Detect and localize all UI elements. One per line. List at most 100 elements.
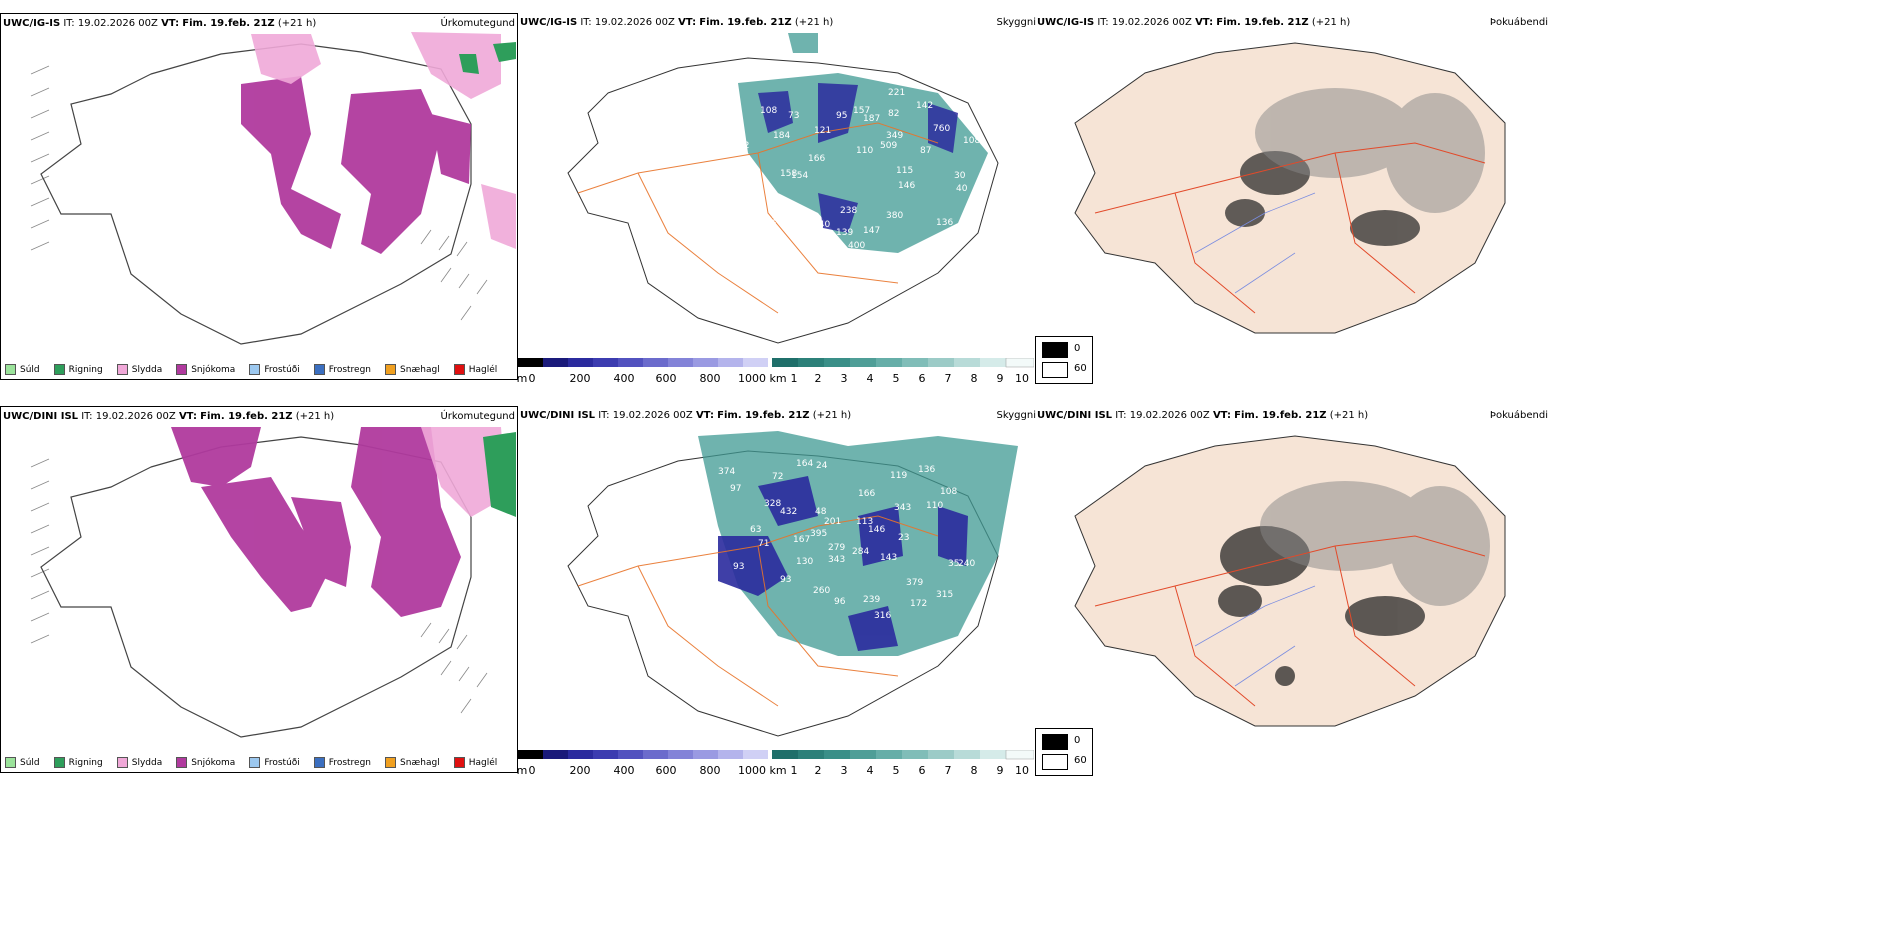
cloudbase-labels: 374 97 72 164 24 119 136 328 432 48 201 …: [718, 459, 975, 621]
svg-text:108: 108: [940, 487, 957, 497]
svg-text:110: 110: [856, 146, 873, 156]
svg-text:760: 760: [933, 124, 950, 134]
legend-swatch: [453, 757, 465, 768]
svg-text:316: 316: [874, 611, 891, 621]
svg-text:48: 48: [815, 507, 827, 517]
fog-legend-swatch-white: [1042, 362, 1068, 378]
visibility-scale-bottom: km 1 2 3 4 5 6 7 8 9 10: [769, 750, 1034, 780]
svg-text:147: 147: [863, 226, 880, 236]
svg-text:115: 115: [896, 166, 913, 176]
visibility-scale-top: km 1 2 3 4 5 6 7 8 9 10: [769, 358, 1034, 388]
svg-text:167: 167: [793, 535, 810, 545]
svg-text:63: 63: [750, 525, 761, 535]
svg-text:95: 95: [836, 111, 847, 121]
panel-corner-title: Þokuábendi: [1489, 410, 1548, 421]
height-colorbar: [518, 750, 768, 759]
svg-text:509: 509: [880, 141, 897, 151]
svg-text:130: 130: [796, 557, 813, 567]
svg-text:93: 93: [780, 575, 791, 585]
svg-text:400: 400: [848, 241, 865, 251]
svg-text:121: 121: [814, 126, 831, 136]
precip-map: [30, 32, 516, 345]
svg-text:158: 158: [780, 169, 797, 179]
svg-text:279: 279: [828, 543, 845, 553]
snow-areas: [171, 427, 461, 617]
panel-corner-title: Þokuábendi: [1489, 17, 1548, 28]
visibility-panel-bottom: UWC/DINI ISL IT: 19.02.2026 00Z VT: Fim.…: [518, 406, 1038, 773]
panel-title: UWC/DINI ISL IT: 19.02.2026 00Z VT: Fim.…: [1037, 410, 1369, 421]
legend-swatch: [116, 364, 128, 375]
panel-corner-title: Úrkomutegund: [440, 411, 515, 422]
panel-title: UWC/DINI ISL IT: 19.02.2026 00Z VT: Fim.…: [520, 410, 852, 421]
fog-legend-bottom: 0 60: [1035, 728, 1093, 776]
svg-text:349: 349: [886, 131, 903, 141]
svg-text:96: 96: [834, 597, 846, 607]
svg-text:380: 380: [886, 211, 903, 221]
fog-indicator-panel-top: UWC/IG-IS IT: 19.02.2026 00Z VT: Fim. 19…: [1035, 13, 1550, 380]
visibility-colorbar: [772, 358, 1034, 368]
rain-areas: [483, 432, 516, 517]
svg-text:143: 143: [880, 553, 897, 563]
legend-swatch: [5, 757, 16, 768]
svg-text:164: 164: [796, 459, 813, 469]
panel-title: UWC/DINI ISL IT: 19.02.2026 00Z VT: Fim.…: [3, 411, 335, 422]
svg-text:184: 184: [773, 131, 790, 141]
legend-swatch: [176, 364, 188, 375]
panel-title: UWC/IG-IS IT: 19.02.2026 00Z VT: Fim. 19…: [3, 18, 317, 29]
svg-text:71: 71: [758, 539, 769, 549]
svg-text:106: 106: [771, 216, 788, 226]
svg-text:72: 72: [772, 472, 783, 482]
svg-text:166: 166: [858, 489, 875, 499]
svg-text:30: 30: [954, 171, 966, 181]
svg-text:343: 343: [894, 503, 911, 513]
panel-title: UWC/IG-IS IT: 19.02.2026 00Z VT: Fim. 19…: [1037, 17, 1351, 28]
precip-legend: Súld Rigning Slydda Snjókoma Frostúði Fr…: [5, 364, 497, 375]
svg-text:166: 166: [808, 154, 825, 164]
height-scale-bottom: m 0 200 400 600 800 1000: [517, 750, 768, 780]
fog-legend-swatch-black: [1042, 342, 1068, 358]
svg-text:142: 142: [916, 101, 933, 111]
svg-text:23: 23: [898, 533, 909, 543]
svg-text:97: 97: [730, 484, 741, 494]
fog-indicator-panel-bottom: UWC/DINI ISL IT: 19.02.2026 00Z VT: Fim.…: [1035, 406, 1550, 773]
panel-corner-title: Skyggni: [996, 410, 1036, 421]
svg-text:221: 221: [888, 88, 905, 98]
svg-text:238: 238: [840, 206, 857, 216]
legend-swatch: [249, 757, 261, 768]
svg-text:140: 140: [813, 220, 830, 230]
legend-swatch: [249, 364, 261, 375]
fog-legend-swatch-black: [1042, 734, 1068, 750]
svg-text:108: 108: [963, 136, 980, 146]
svg-text:239: 239: [863, 595, 880, 605]
fog-map: [1074, 42, 1506, 334]
svg-text:93: 93: [733, 562, 744, 572]
svg-text:35: 35: [948, 559, 959, 569]
visibility-colorbar: [772, 750, 1034, 760]
legend-swatch: [116, 757, 128, 768]
precip-type-panel-top: UWC/IG-IS IT: 19.02.2026 00Z VT: Fim. 19…: [0, 13, 518, 380]
svg-text:395: 395: [810, 529, 827, 539]
svg-text:87: 87: [920, 146, 931, 156]
svg-text:146: 146: [868, 525, 885, 535]
legend-swatch: [53, 757, 65, 768]
svg-text:343: 343: [828, 555, 845, 565]
legend-swatch: [385, 364, 397, 375]
svg-text:260: 260: [813, 586, 830, 596]
svg-text:136: 136: [936, 218, 953, 228]
svg-text:157: 157: [853, 106, 870, 116]
svg-text:40: 40: [956, 184, 968, 194]
svg-text:110: 110: [926, 501, 943, 511]
fog-legend-swatch-white: [1042, 754, 1068, 770]
svg-text:318: 318: [870, 256, 887, 266]
legend-swatch: [385, 757, 397, 768]
svg-text:146: 146: [898, 181, 915, 191]
panel-corner-title: Úrkomutegund: [440, 18, 515, 29]
precip-map: [30, 427, 516, 738]
legend-swatch: [453, 364, 465, 375]
svg-text:119: 119: [890, 471, 907, 481]
svg-text:201: 201: [824, 517, 841, 527]
sleet-areas: [251, 32, 516, 249]
svg-text:432: 432: [780, 507, 797, 517]
cloudbase-labels: 108 73 184 121 95 157 187 82 142 221 158…: [718, 88, 980, 266]
svg-text:240: 240: [958, 559, 975, 569]
